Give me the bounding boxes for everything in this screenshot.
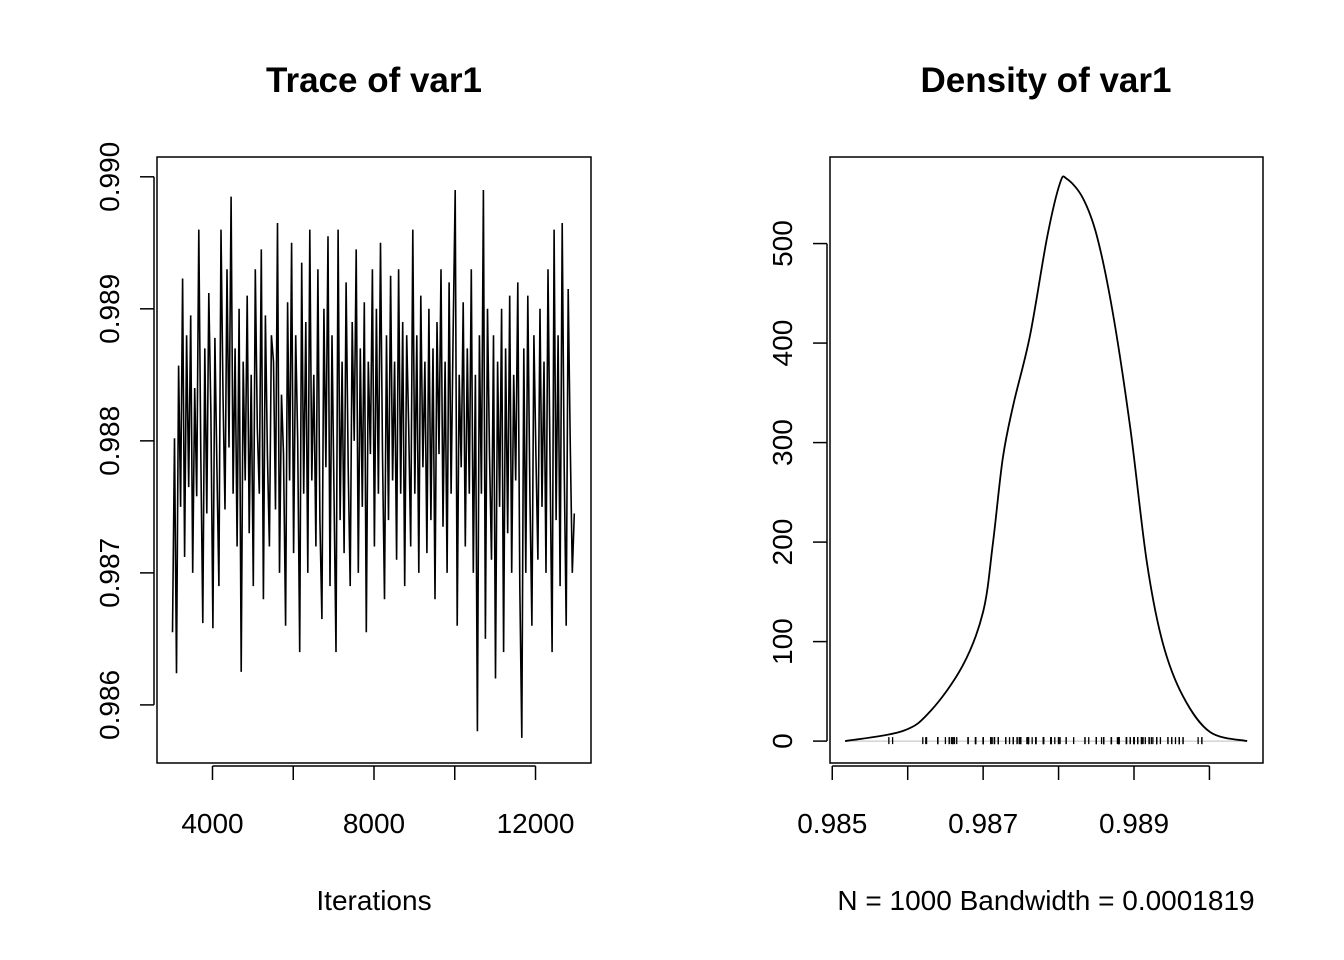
y-tick-label: 0 xyxy=(767,733,798,749)
y-tick-label: 0.986 xyxy=(94,670,125,740)
x-tick-label: 0.985 xyxy=(797,808,867,839)
y-tick-label: 0.987 xyxy=(94,538,125,608)
density-curve xyxy=(844,175,1248,742)
x-tick-label: 0.987 xyxy=(948,808,1018,839)
x-tick-label: 4000 xyxy=(181,808,243,839)
y-tick-label: 0.988 xyxy=(94,406,125,476)
y-tick-label: 500 xyxy=(767,220,798,267)
trace-panel: Trace of var1 Iterations 4000 8000 12000 0.… xyxy=(94,61,592,916)
y-tick-label: 100 xyxy=(767,618,798,665)
trace-title: Trace of var1 xyxy=(266,61,482,100)
x-tick-label: 12000 xyxy=(497,808,575,839)
density-x-label: N = 1000 Bandwidth = 0.0001819 xyxy=(837,885,1254,916)
trace-series-line xyxy=(171,189,576,738)
y-tick-label: 0.990 xyxy=(94,142,125,212)
x-tick-label: 8000 xyxy=(343,808,405,839)
density-title: Density of var1 xyxy=(921,61,1172,100)
x-tick-label: 0.989 xyxy=(1099,808,1169,839)
y-tick-label: 300 xyxy=(767,419,798,466)
y-tick-label: 0.989 xyxy=(94,274,125,344)
y-tick-label: 200 xyxy=(767,519,798,566)
trace-x-label: Iterations xyxy=(316,885,431,916)
y-tick-label: 400 xyxy=(767,320,798,367)
density-plot-box xyxy=(829,156,1264,764)
density-panel: Density of var1 N = 1000 Bandwidth = 0.0… xyxy=(767,61,1264,916)
trace-plot-box xyxy=(156,156,592,764)
